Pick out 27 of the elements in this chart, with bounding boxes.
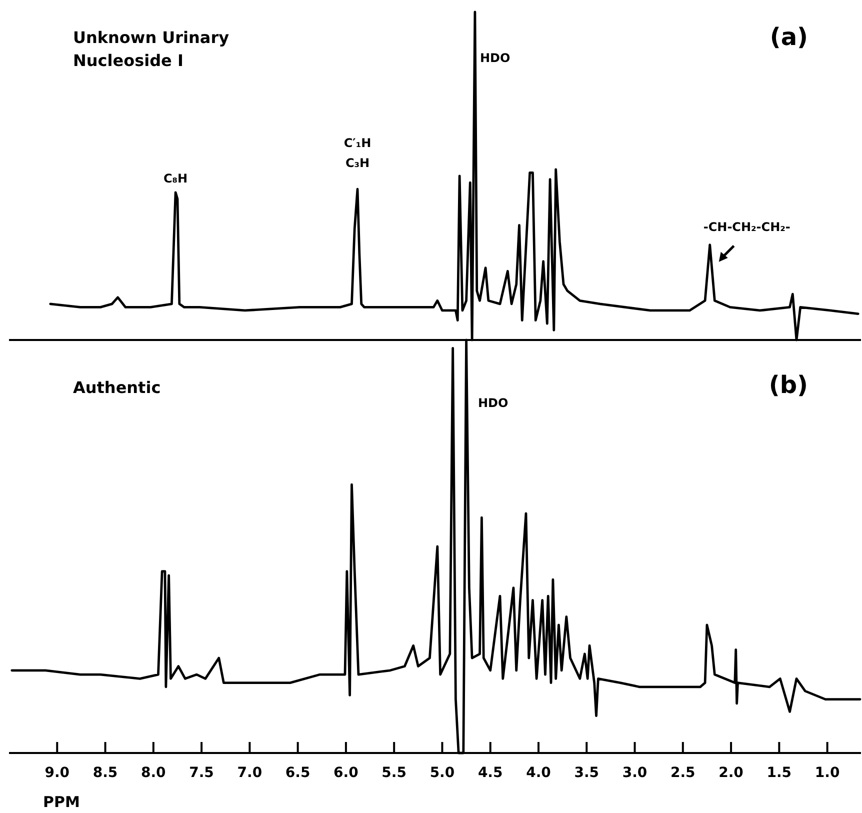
x-tick-label: 5.0 <box>430 765 455 781</box>
x-axis-title: PPM <box>43 793 80 811</box>
annotation: -CH-CH₂-CH₂- <box>703 220 790 234</box>
annotation: (b) <box>768 371 808 399</box>
x-tick-label: 8.5 <box>92 765 118 781</box>
text: Unknown Urinary Nucleoside I <box>73 28 230 70</box>
annotation: HDO <box>480 51 510 65</box>
x-tick-label: 4.5 <box>478 765 503 781</box>
x-tick-label: 4.0 <box>526 765 552 781</box>
x-tick-label: 3.0 <box>622 765 648 781</box>
annotation: C′₁H C₃H <box>344 136 372 170</box>
annotation: (a) <box>770 23 808 51</box>
x-tick-label: 6.0 <box>334 765 359 781</box>
x-tick-label: 3.5 <box>574 765 600 781</box>
x-tick-label: 1.0 <box>814 765 840 781</box>
x-tick-label: 7.0 <box>237 765 262 781</box>
x-tick-label: 1.5 <box>766 765 792 781</box>
x-tick-label: 2.0 <box>718 765 744 781</box>
x-tick-label: 6.5 <box>285 765 310 781</box>
x-tick-label: 9.0 <box>44 765 70 781</box>
x-tick-label: 7.5 <box>189 765 214 781</box>
x-tick-label: 8.0 <box>141 765 166 781</box>
annotation: HDO <box>478 396 508 410</box>
text: Authentic <box>73 378 161 397</box>
annotation: C₈H <box>163 171 188 186</box>
x-tick-label: 2.5 <box>670 765 696 781</box>
x-tick-label: 5.5 <box>382 765 406 781</box>
